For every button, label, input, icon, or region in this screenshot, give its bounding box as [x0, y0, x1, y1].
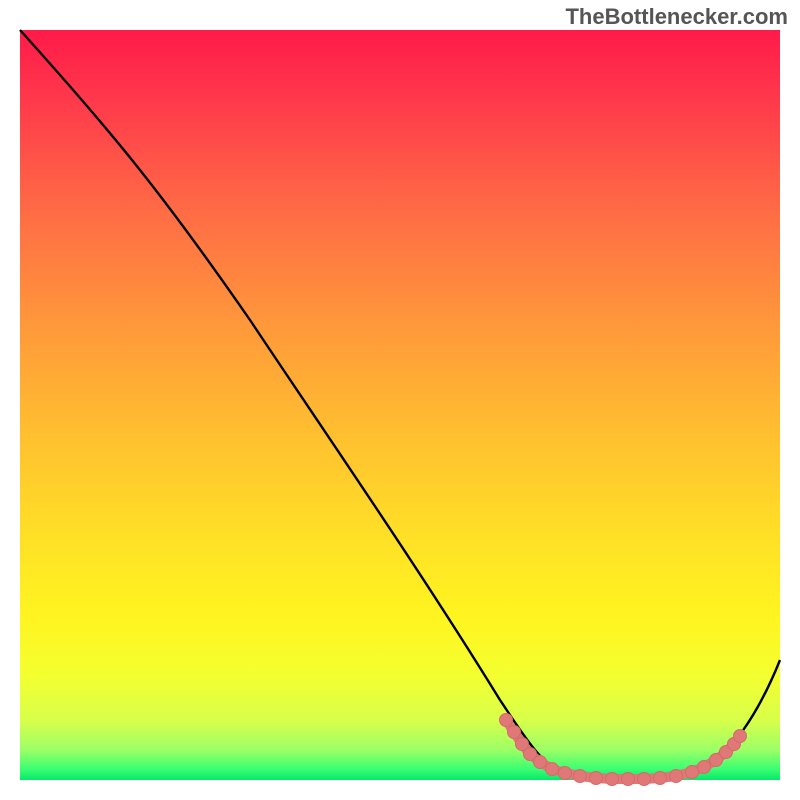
marker-dot	[654, 772, 667, 785]
marker-dot	[734, 730, 747, 743]
marker-dot	[534, 756, 547, 769]
marker-dot	[698, 761, 711, 774]
marker-dot	[606, 773, 619, 786]
marker-dot	[638, 773, 651, 786]
marker-dot	[686, 766, 699, 779]
gradient-background	[20, 30, 780, 780]
attribution-label: TheBottlenecker.com	[565, 4, 788, 29]
marker-dot	[500, 714, 513, 727]
marker-dot	[590, 772, 603, 785]
marker-dot	[508, 726, 521, 739]
marker-dot	[622, 773, 635, 786]
marker-dot	[559, 767, 572, 780]
marker-dot	[670, 770, 683, 783]
marker-dot	[574, 770, 587, 783]
bottleneck-chart: TheBottlenecker.com	[0, 0, 800, 800]
marker-dot	[546, 763, 559, 776]
